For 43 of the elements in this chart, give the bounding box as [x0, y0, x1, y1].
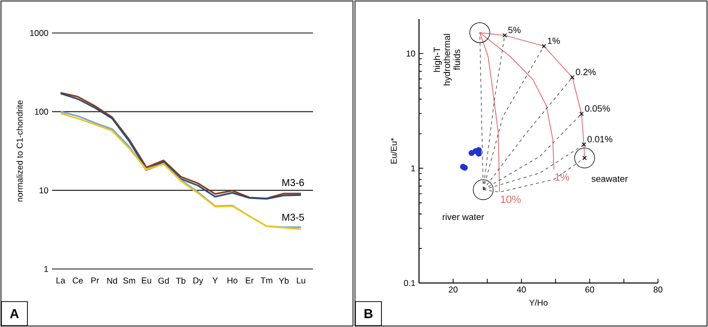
- text: A: [10, 309, 19, 318]
- annotation: M3-6: [282, 179, 304, 186]
- y-tick-label: 1: [44, 266, 48, 272]
- y-axis-title: Eu/Eu*: [390, 138, 397, 164]
- x-tick-label: Tb: [176, 278, 186, 284]
- annotation: high-T hydrothermal fluids: [433, 34, 460, 86]
- text: B: [364, 309, 373, 318]
- y-tick-label: 10: [40, 187, 48, 194]
- x-tick-label: Lu: [296, 278, 306, 284]
- y-tick-label: 100: [34, 108, 48, 115]
- x-tick-label: Ce: [72, 278, 83, 284]
- series-label: 1%: [555, 173, 570, 181]
- annotation: 5%: [508, 26, 521, 34]
- x-tick-label: 40: [516, 286, 526, 293]
- annotation: river water: [442, 213, 484, 220]
- x-tick-label: Eu: [142, 278, 152, 284]
- annotation: 0.2%: [576, 68, 596, 76]
- x-tick-label: Ho: [228, 278, 238, 284]
- annotation: 0.05%: [585, 105, 610, 112]
- x-tick-label: 20: [448, 286, 458, 293]
- y-axis-title: normalized to C1-chondrite: [16, 100, 23, 202]
- annotation: 0.01%: [587, 136, 612, 142]
- x-tick-label: Yb: [278, 278, 289, 284]
- x-tick-label: 60: [585, 286, 594, 293]
- x-tick-label: Nd: [107, 278, 117, 284]
- x-tick-label: La: [56, 278, 66, 284]
- x-tick-label: Pr: [91, 278, 100, 284]
- annotation: seawater: [592, 176, 628, 182]
- x-tick-label: Er: [246, 278, 254, 284]
- annotation: M3-5: [282, 214, 304, 221]
- annotation: 1%: [548, 38, 560, 44]
- y-tick-label: 1: [411, 165, 416, 172]
- y-tick-label: 0.1: [404, 280, 416, 286]
- x-axis-title: Y/Ho: [529, 299, 548, 306]
- x-tick-label: Sm: [123, 278, 136, 284]
- x-tick-label: Gd: [158, 278, 169, 284]
- series-label: 10%: [500, 196, 521, 204]
- y-tick-label: 10: [406, 50, 416, 57]
- x-tick-label: 80: [654, 286, 662, 293]
- x-tick-label: Dy: [193, 278, 204, 286]
- x-tick-label: Tm: [260, 278, 272, 284]
- x-tick-label: Y: [212, 278, 218, 284]
- y-tick-label: 1000: [30, 30, 48, 36]
